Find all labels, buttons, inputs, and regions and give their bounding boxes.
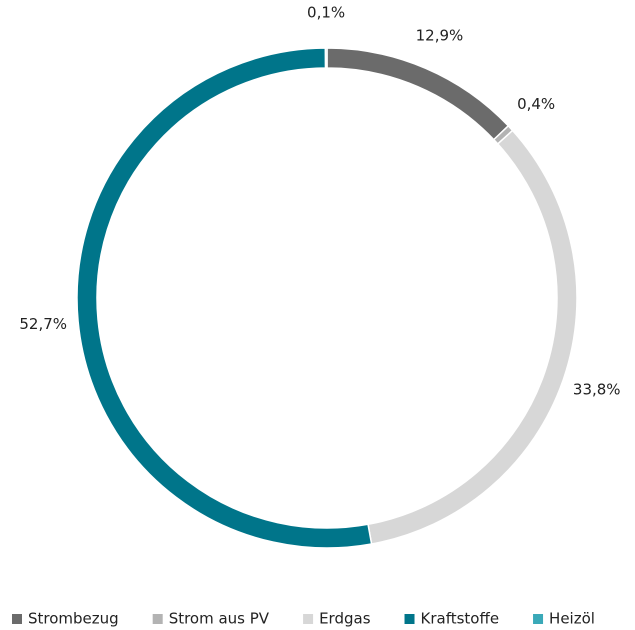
legend-label: Erdgas [319,610,371,628]
legend-swatch [152,614,163,624]
data-label: 0,1% [307,4,345,22]
donut-segment [367,129,578,545]
data-label: 33,8% [573,380,621,398]
legend-swatch [303,614,314,624]
legend-swatch [404,614,415,624]
legend-swatch [12,614,22,624]
data-label: 52,7% [19,315,67,333]
legend-swatch [533,614,544,624]
donut-segment [76,47,373,549]
legend-label: Strom aus PV [169,610,270,628]
legend-label: Strombezug [28,610,119,628]
legend-label: Kraftstoffe [421,610,500,628]
donut-segment [326,47,510,141]
data-label: 12,9% [416,27,464,45]
legend-label: Heizöl [549,610,595,628]
donut-segment [324,47,328,69]
data-label: 0,4% [517,95,555,113]
